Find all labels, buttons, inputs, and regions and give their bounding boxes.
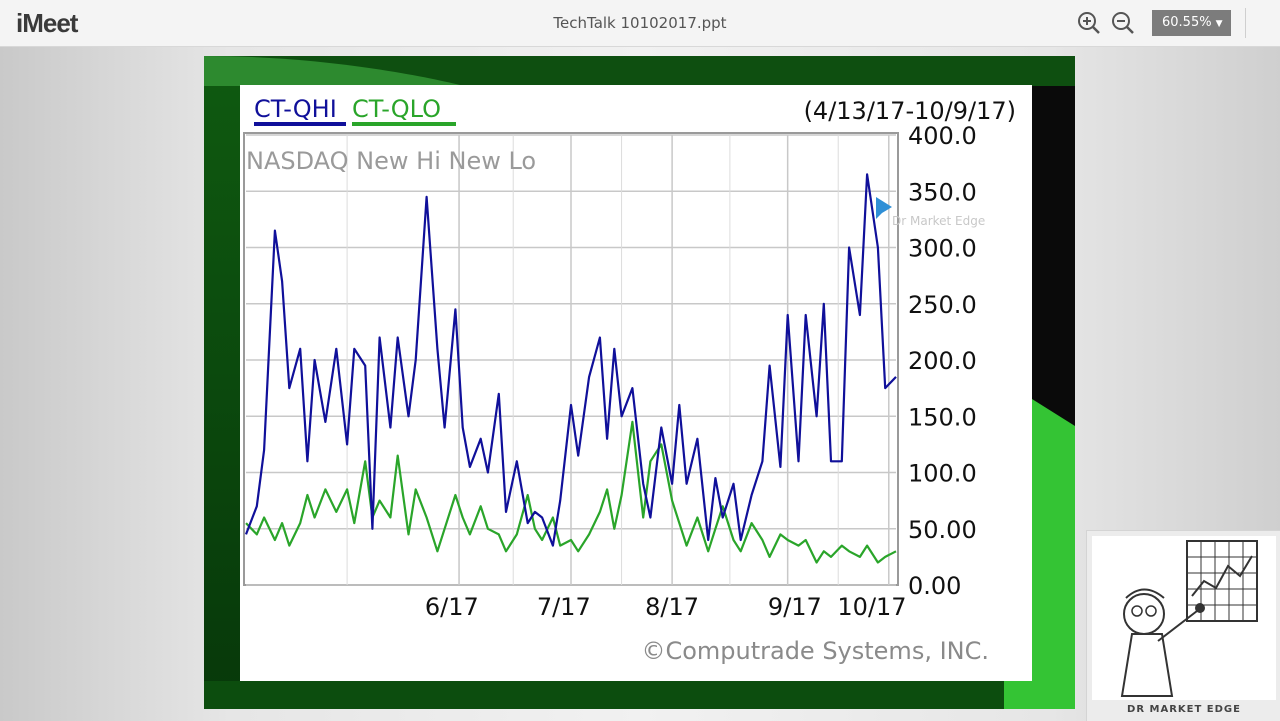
chart-panel: 0.00 50.00 100.0 150.0 200.0 250.0 300.0 350.0 4… <box>240 85 1032 681</box>
app-logo: iMeet <box>16 8 78 38</box>
x-tick-label: 7/17 <box>537 593 591 621</box>
x-tick-label: 10/17 <box>837 593 906 621</box>
x-tick-label: 9/17 <box>768 593 822 621</box>
cartoon-presenter-icon <box>1120 540 1258 697</box>
y-tick-label: 250.0 <box>908 291 977 319</box>
x-tick-label: 6/17 <box>425 593 479 621</box>
y-tick-label: 400.0 <box>908 122 977 150</box>
zoom-in-button[interactable] <box>1077 11 1101 35</box>
y-tick-label: 0.00 <box>908 572 961 600</box>
zoom-in-icon <box>1078 12 1100 34</box>
mouse-pointer-icon <box>876 197 892 219</box>
copyright-notice: ©Computrade Systems, INC. <box>641 637 989 665</box>
series-ct-qlo <box>245 420 897 564</box>
line-ct-qlo <box>245 420 897 564</box>
toolbar-divider <box>1245 8 1246 38</box>
line-ct-qhi <box>244 173 897 547</box>
y-tick-label: 100.0 <box>908 460 977 488</box>
presenter-thumbnail[interactable]: DR MARKET EDGE <box>1086 530 1280 721</box>
zoom-level-value: 60.55% <box>1162 15 1212 30</box>
y-tick-label: 300.0 <box>908 235 977 263</box>
top-toolbar: iMeet TechTalk 10102017.ppt 60.55% ▼ <box>0 0 1280 47</box>
x-axis-ticks: 6/17 7/17 8/17 9/17 10/17 <box>425 593 907 621</box>
date-range: (4/13/17-10/9/17) <box>804 97 1016 125</box>
y-axis-ticks: 0.00 50.00 100.0 150.0 200.0 250.0 300.0 350.0 4… <box>908 122 977 600</box>
zoom-level-dropdown[interactable]: 60.55% ▼ <box>1152 10 1231 36</box>
chart-grid <box>246 134 896 586</box>
chevron-down-icon: ▼ <box>1215 19 1223 29</box>
legend-swatch-lo <box>352 122 456 126</box>
zoom-out-button[interactable] <box>1111 11 1135 35</box>
x-tick-label: 8/17 <box>645 593 699 621</box>
legend-label-lo: CT-QLO <box>352 95 441 123</box>
series-ct-qhi <box>244 173 897 547</box>
cursor-label: Dr Market Edge <box>892 214 985 228</box>
y-tick-label: 200.0 <box>908 347 977 375</box>
y-tick-label: 50.00 <box>908 516 977 544</box>
legend-swatch-hi <box>254 122 346 126</box>
chart-canvas: 0.00 50.00 100.0 150.0 200.0 250.0 300.0 350.0 4… <box>243 95 1016 665</box>
document-title: TechTalk 10102017.ppt <box>553 14 727 32</box>
y-tick-label: 150.0 <box>908 403 977 431</box>
thumbnail-image <box>1092 536 1276 700</box>
y-tick-label: 350.0 <box>908 178 977 206</box>
chart-title: NASDAQ New Hi New Lo <box>246 147 536 175</box>
legend-label-hi: CT-QHI <box>254 95 337 123</box>
thumbnail-caption: DR MARKET EDGE <box>1127 704 1241 715</box>
zoom-out-icon <box>1112 12 1134 34</box>
presentation-slide: 0.00 50.00 100.0 150.0 200.0 250.0 300.0 350.0 4… <box>204 56 1075 709</box>
